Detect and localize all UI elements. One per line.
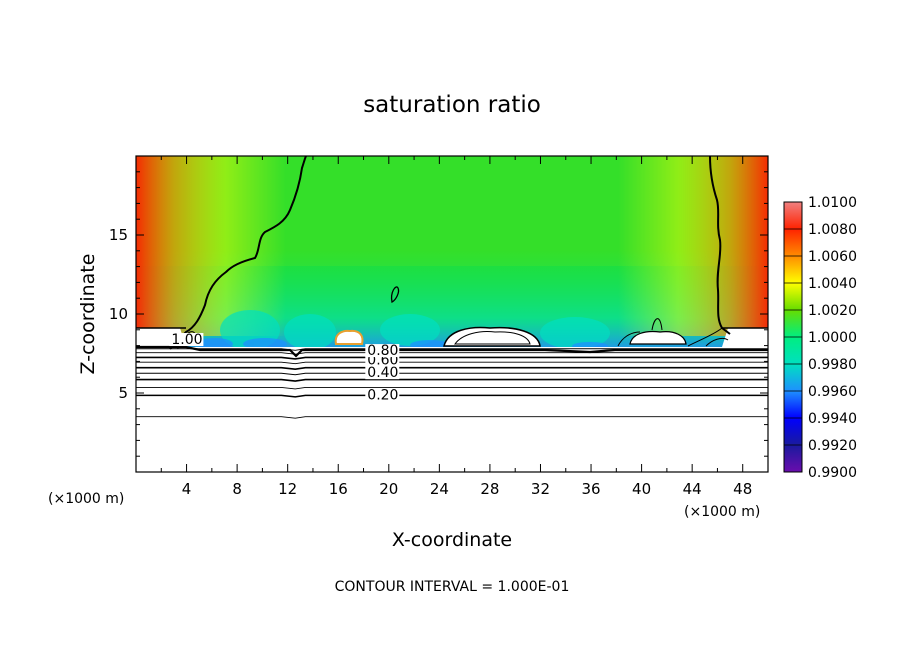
right-small-contour — [705, 337, 729, 347]
contour-label: 1.00 — [171, 332, 202, 348]
contour-line — [136, 366, 768, 371]
colorbar-label: 1.0020 — [808, 303, 857, 319]
x-tick-label: 48 — [733, 480, 752, 498]
colorbar-segment — [784, 337, 802, 364]
contour-line — [136, 361, 768, 365]
contour-labels: 0.200.400.600.801.00 — [169, 332, 400, 403]
x-tick-label: 44 — [683, 480, 702, 498]
y-axis-title: Z-coordinate — [77, 254, 99, 375]
contour-line — [136, 356, 768, 360]
contour-line — [136, 372, 768, 376]
colorbar-label: 1.0040 — [808, 276, 857, 292]
colorbar-segment — [784, 364, 802, 391]
colorbar: 0.9900 0.9920 0.9940 0.9960 0.9980 1.0000 1.00… — [783, 195, 857, 481]
contour-line — [136, 416, 768, 419]
x-tick-label: 12 — [278, 480, 297, 498]
colorbar-segment — [784, 229, 802, 256]
colorbar-label: 0.9980 — [808, 357, 857, 373]
contour-interval-note: CONTOUR INTERVAL = 1.000E-01 — [335, 579, 570, 595]
x-tick-label: 36 — [581, 480, 600, 498]
colorbar-label: 0.9900 — [808, 465, 857, 481]
x-tick-label: 8 — [232, 480, 242, 498]
colorbar-segment — [784, 283, 802, 310]
contour-line — [136, 387, 768, 390]
x-tick-label: 24 — [430, 480, 449, 498]
contour-line — [136, 348, 768, 351]
colorbar-segment — [784, 418, 802, 445]
colorbar-label: 0.9920 — [808, 438, 857, 454]
plot-field: 0.200.400.600.801.00 — [136, 156, 768, 472]
colorbar-label: 1.0060 — [808, 249, 857, 265]
colorbar-segment — [784, 202, 802, 229]
cloud-28km-inner — [454, 331, 531, 345]
contour-label: 0.20 — [367, 387, 398, 403]
contour-1.00-right — [709, 156, 731, 335]
colorbar-segment — [784, 445, 802, 472]
y-tick-label: 10 — [109, 305, 128, 323]
subcloud-contour-lines — [136, 348, 768, 419]
y-axis-ticks: 5 10 15 — [109, 171, 768, 457]
contour-label-bg — [365, 388, 400, 402]
field-subcloud — [136, 347, 768, 472]
cloud-16km — [334, 329, 364, 345]
x-tick-label: 20 — [379, 480, 398, 498]
contour-label-bg — [365, 366, 400, 380]
contour-label: 0.40 — [367, 365, 398, 381]
cloud-28km — [443, 326, 541, 347]
colorbar-segment — [784, 391, 802, 418]
colorbar-label: 1.0080 — [808, 222, 857, 238]
colorbar-segment — [784, 256, 802, 283]
contour-line — [136, 352, 768, 355]
cloud-40km-tower — [651, 318, 663, 331]
colorbar-label: 1.0100 — [808, 195, 857, 211]
contour-label-bg — [365, 344, 400, 358]
x-tick-label: 40 — [632, 480, 651, 498]
field-right-maximum — [618, 156, 768, 336]
x-tick-label: 4 — [182, 480, 192, 498]
x-tick-label: 28 — [480, 480, 499, 498]
right-clear-wedge — [722, 328, 768, 347]
colorbar-label: 0.9940 — [808, 411, 857, 427]
small-contour-20km — [390, 286, 400, 303]
y-unit-label: (×1000 m) — [48, 491, 124, 507]
y-tick-label: 15 — [109, 226, 128, 244]
colorbar-segment — [784, 310, 802, 337]
contour-1.00-left — [169, 156, 307, 350]
contour-line — [136, 394, 768, 398]
x-unit-label: (×1000 m) — [684, 504, 760, 520]
field-left-maximum — [136, 156, 286, 336]
x-axis-title: X-coordinate — [392, 529, 512, 551]
cloud-40km — [629, 330, 687, 345]
y-tick-label: 5 — [118, 384, 128, 402]
contour-line — [136, 378, 768, 382]
contour-label-bg — [169, 333, 204, 347]
contour-label: 0.80 — [367, 343, 398, 359]
x-axis-ticks: 4 8 12 16 20 24 28 32 36 40 44 48 — [160, 156, 752, 498]
x-tick-label: 16 — [329, 480, 348, 498]
colorbar-label: 0.9960 — [808, 384, 857, 400]
chart-title: saturation ratio — [363, 92, 541, 118]
cloud-40km-edges — [617, 327, 723, 347]
colorbar-label: 1.0000 — [808, 330, 857, 346]
x-tick-label: 32 — [531, 480, 550, 498]
